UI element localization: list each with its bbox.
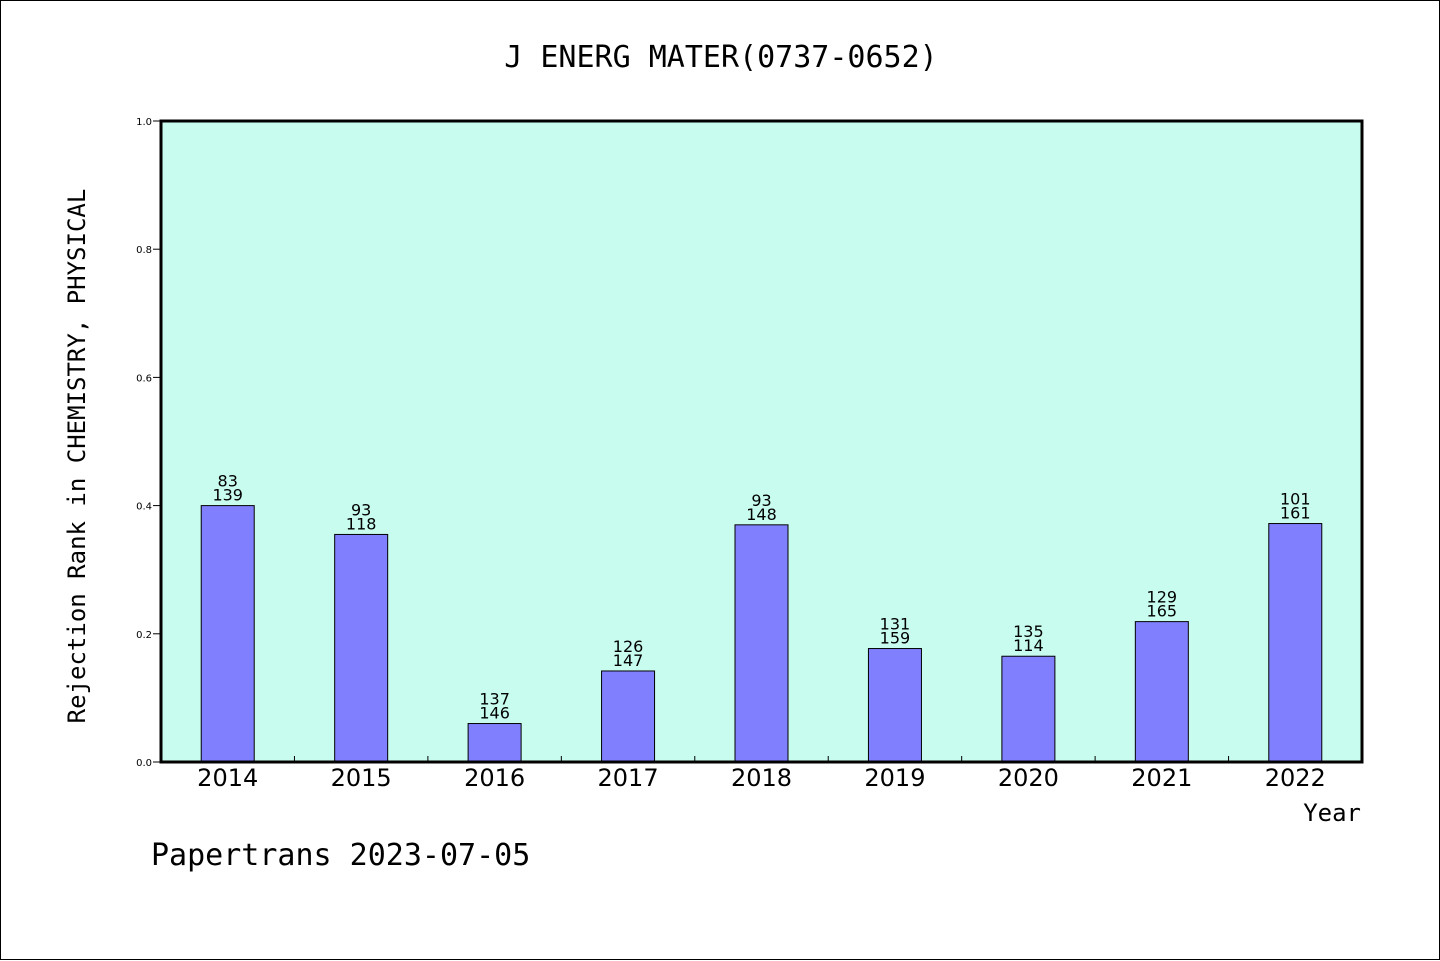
bar-2021 — [1134, 621, 1189, 763]
bar-2018 — [734, 524, 789, 763]
bar-2020 — [1001, 655, 1056, 763]
chart-title: J ENERG MATER(0737-0652) — [504, 40, 937, 75]
data-label-top-2016: 137 — [479, 690, 510, 709]
data-label-bottom-2019: 159 — [880, 629, 911, 648]
x-tick-label-2017: 2017 — [598, 764, 659, 792]
x-tick-label-2015: 2015 — [331, 764, 392, 792]
y-tick-label-0.0: 0.0 — [136, 758, 152, 769]
data-label-bottom-2020: 114 — [1013, 636, 1044, 655]
data-label-bottom-2016: 146 — [479, 704, 510, 723]
x-tick-label-2022: 2022 — [1265, 764, 1326, 792]
data-label-top-2015: 93 — [351, 500, 371, 519]
data-label-bottom-2015: 118 — [346, 514, 377, 533]
data-label-top-2014: 83 — [218, 472, 238, 491]
y-tick-label-0.8: 0.8 — [136, 245, 152, 256]
plot-border — [159, 119, 1364, 764]
bar-2016 — [467, 723, 522, 763]
bar-2015 — [334, 533, 389, 763]
y-tick-label-0.4: 0.4 — [136, 502, 152, 513]
y-axis-ticks: 0.0 0.2 0.4 0.6 0.8 1.0 — [136, 117, 161, 769]
data-label-top-2022: 101 — [1280, 490, 1311, 509]
x-tick-label-2020: 2020 — [998, 764, 1059, 792]
data-label-bottom-2017: 147 — [613, 651, 644, 670]
bar-2022 — [1268, 523, 1323, 763]
data-label-top-2019: 131 — [880, 615, 911, 634]
y-tick-label-0.2: 0.2 — [136, 630, 152, 641]
x-tick-label-2018: 2018 — [731, 764, 792, 792]
bar-series — [200, 505, 1323, 763]
data-label-top-2017: 126 — [613, 637, 644, 656]
data-label-top-2020: 135 — [1013, 622, 1044, 641]
y-axis-label: Rejection Rank in CHEMISTRY, PHYSICAL — [63, 189, 91, 724]
data-label-bottom-2021: 165 — [1147, 602, 1178, 621]
footer-credit: Papertrans 2023-07-05 — [151, 838, 530, 873]
y-tick-label-1.0: 1.0 — [136, 117, 152, 128]
y-tick-label-0.6: 0.6 — [136, 373, 152, 384]
data-label-bottom-2014: 139 — [212, 486, 243, 505]
data-label-bottom-2022: 161 — [1280, 504, 1311, 523]
x-tick-label-2019: 2019 — [864, 764, 925, 792]
data-label-top-2018: 93 — [751, 491, 771, 510]
data-label-bottom-2018: 148 — [746, 505, 777, 524]
bar-2019 — [867, 648, 922, 763]
x-tick-label-2016: 2016 — [464, 764, 525, 792]
x-tick-label-2021: 2021 — [1131, 764, 1192, 792]
bar-2014 — [200, 505, 255, 763]
bar-2017 — [601, 670, 656, 763]
x-tick-label-2014: 2014 — [197, 764, 258, 792]
x-axis-label: Year — [1303, 799, 1361, 827]
x-axis-ticks: 2014 2015 2016 2017 2018 2019 2020 2021 2022 — [197, 756, 1326, 792]
data-label-top-2021: 129 — [1147, 588, 1178, 607]
